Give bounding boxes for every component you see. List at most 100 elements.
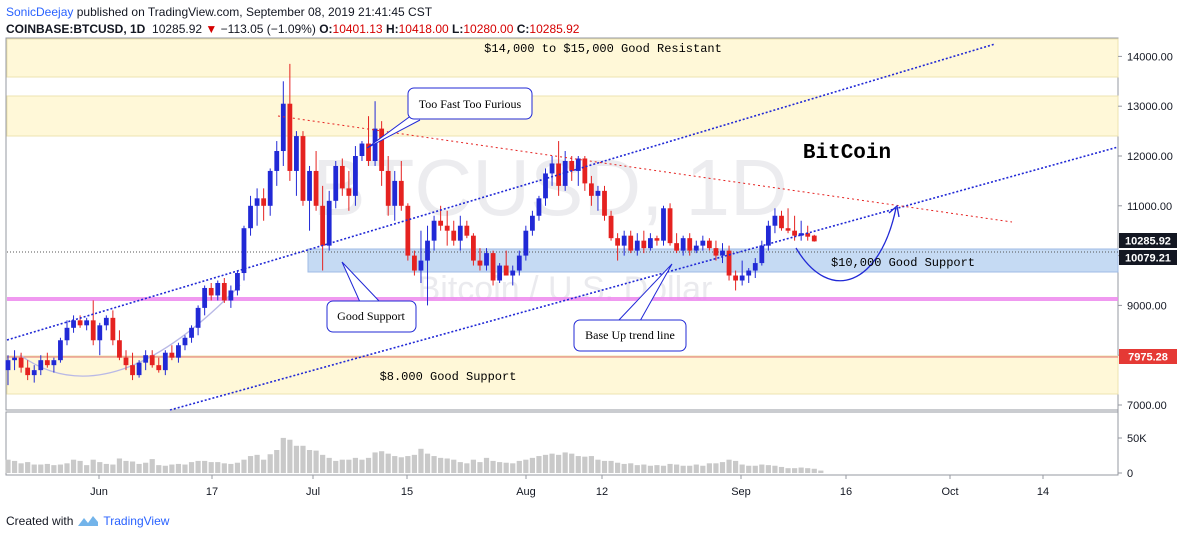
candle <box>785 208 791 234</box>
volume-axis[interactable]: 50K 0 <box>1118 433 1147 480</box>
volume-bar <box>57 464 64 473</box>
tradingview-brand-link[interactable]: TradingView <box>103 514 170 528</box>
volume-bar <box>228 463 234 473</box>
volume-bar <box>116 458 123 473</box>
volume-bar <box>615 462 621 473</box>
price-tick-label: 14000.00 <box>1127 51 1173 63</box>
price-tag-support-text: 10079.21 <box>1125 253 1171 265</box>
candle <box>412 250 417 276</box>
candle <box>621 230 627 256</box>
volume-bar <box>785 468 791 473</box>
price-tick-label: 7000.00 <box>1127 400 1167 412</box>
volume-bar <box>398 457 404 473</box>
volume-bar <box>320 454 326 473</box>
candle <box>176 342 181 363</box>
volume-bar <box>444 458 450 473</box>
candle <box>680 235 686 256</box>
price-chart[interactable]: BTCUSD, 1D Bitcoin / U.S. Dollar Too Fas… <box>0 0 1188 500</box>
volume-bar <box>25 462 31 473</box>
candle <box>359 141 365 161</box>
candle <box>25 360 31 381</box>
volume-bar <box>365 457 372 473</box>
volume-bar <box>549 453 555 473</box>
volume-bar <box>739 464 745 473</box>
candle <box>667 203 673 246</box>
volume-bar <box>385 453 391 473</box>
cup-arc <box>19 284 241 377</box>
volume-bar <box>418 448 424 473</box>
candle <box>575 156 581 186</box>
publish-info: SonicDeejay published on TradingView.com… <box>6 5 432 19</box>
candle <box>51 357 57 373</box>
volume-bar <box>77 460 83 473</box>
candle <box>202 285 208 316</box>
volume-bar <box>759 464 765 473</box>
volume-bar <box>733 460 739 473</box>
candle <box>385 156 391 216</box>
candle <box>779 210 784 231</box>
time-tick-label: Aug <box>516 486 536 498</box>
too-fast-callout[interactable] <box>407 87 533 120</box>
good-support-callout[interactable] <box>326 300 417 333</box>
candle <box>713 240 719 261</box>
time-tick-label: 12 <box>596 486 608 498</box>
low-label: L: <box>452 22 464 36</box>
volume-bar <box>719 462 726 473</box>
candle <box>97 322 103 356</box>
candle <box>746 268 752 283</box>
volume-tick-label: 0 <box>1127 468 1133 480</box>
price-tag-last-text: 10285.92 <box>1125 236 1171 248</box>
candle <box>661 205 666 246</box>
candle <box>372 101 378 166</box>
volume-bar <box>621 463 627 473</box>
candle <box>346 170 352 211</box>
candle <box>5 355 11 386</box>
down-arrow-icon: ▼ <box>205 22 218 36</box>
volume-bar <box>254 454 260 473</box>
volume-bar <box>333 460 339 473</box>
volume-bar <box>431 456 437 473</box>
volume-bar <box>424 453 431 473</box>
candle <box>608 210 614 241</box>
candle <box>71 315 76 333</box>
volume-bar <box>215 462 221 473</box>
price-tick-label: 11000.00 <box>1127 201 1172 213</box>
volume-bar <box>149 459 155 473</box>
watermark-name: Bitcoin / U.S. Dollar <box>418 270 713 308</box>
volume-bar <box>64 463 70 473</box>
volume-bar <box>379 451 385 473</box>
candle <box>444 210 450 246</box>
time-tick-label: 15 <box>401 486 413 498</box>
candle <box>726 245 732 281</box>
close-value: 10285.92 <box>529 22 580 36</box>
base-up-callout[interactable] <box>573 319 687 352</box>
candle <box>274 141 280 186</box>
volume-bar <box>182 464 188 473</box>
price-tag-8000: 7975.28 <box>1119 349 1177 364</box>
support-8000-band <box>6 355 1119 395</box>
candle <box>18 352 24 373</box>
last-price: 10285.92 <box>152 22 203 36</box>
candle <box>156 357 162 373</box>
candle <box>811 234 817 242</box>
candle <box>326 190 332 251</box>
candle <box>471 233 476 266</box>
candle <box>117 330 122 361</box>
symbol-label: COINBASE:BTCUSD, 1D <box>6 22 146 36</box>
candle <box>320 185 326 271</box>
volume-bar <box>510 463 516 473</box>
time-axis[interactable]: Jun 17 Jul 15 Aug 12 Sep 16 Oct 14 <box>90 475 1049 498</box>
volume-bar <box>556 454 562 473</box>
volume-bar <box>359 459 365 473</box>
volume-bar <box>372 452 378 473</box>
candle <box>149 350 155 368</box>
too-fast-callout-pointer <box>366 114 421 149</box>
candle <box>294 131 299 196</box>
support-8000-label: $8.000 Good Support <box>380 370 517 384</box>
author-link[interactable]: SonicDeejay <box>6 5 74 19</box>
volume-bar <box>516 460 522 473</box>
descending-resistance-line <box>277 115 1013 223</box>
volume-bar <box>575 456 581 473</box>
volume-bar <box>805 468 811 473</box>
candle <box>280 81 286 166</box>
